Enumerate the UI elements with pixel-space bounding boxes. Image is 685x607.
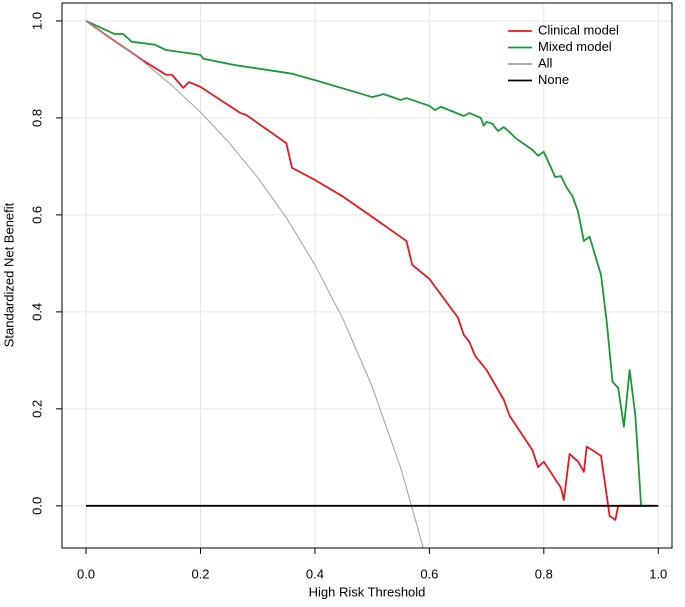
plot-area [85,20,659,548]
y-tick-label: 0.4 [29,303,44,321]
y-tick-label: 1.0 [29,12,44,30]
x-tick-label: 0.0 [77,566,95,581]
y-tick-label: 0.0 [29,497,44,515]
legend-label: Mixed model [538,39,612,54]
y-tick-label: 0.8 [29,109,44,127]
x-tick-label: 0.8 [535,566,553,581]
legend-label: All [538,55,553,70]
plot-frame [61,2,673,549]
x-axis-label: High Risk Threshold [309,584,426,599]
y-tick-label: 0.2 [29,400,44,418]
series-line [85,20,424,548]
y-axis-label: Standardized Net Benefit [1,202,16,347]
x-tick-label: 0.6 [420,566,438,581]
y-tick-label: 0.6 [29,206,44,224]
legend-label: Clinical model [538,22,619,37]
x-tick-label: 0.2 [191,566,209,581]
series-line [85,20,653,507]
series-line [85,20,642,521]
x-tick-label: 1.0 [649,566,667,581]
axes: 0.0 0.2 0.4 0.6 0.8 1.0 0.0 0.2 0.4 0.6 0.8 1.0 [29,12,667,582]
legend-label: None [538,72,569,87]
x-tick-label: 0.4 [306,566,324,581]
